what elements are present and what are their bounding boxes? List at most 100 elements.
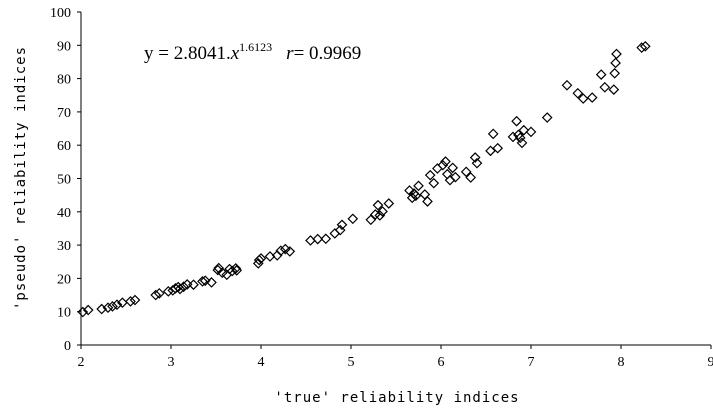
data-point: [586, 92, 598, 103]
correlation-label: r: [286, 43, 294, 64]
data-point: [507, 131, 519, 143]
data-point: [469, 152, 481, 163]
data-point: [610, 57, 621, 69]
data-point: [424, 169, 436, 181]
data-point: [450, 171, 461, 183]
data-point: [639, 40, 651, 52]
data-point: [107, 301, 118, 312]
data-point: [608, 84, 620, 95]
data-point: [284, 246, 296, 257]
data-point: [561, 79, 573, 91]
data-point: [111, 299, 123, 311]
data-point: [511, 115, 522, 127]
data-point: [150, 289, 162, 301]
data-point: [440, 156, 451, 167]
data-point: [255, 253, 267, 264]
regression-equation: y = 2.8041.x1.6123 r= 0.9969: [144, 40, 361, 64]
data-point: [428, 177, 440, 189]
data-point: [487, 128, 499, 140]
equation-prefix: y = 2.8041.: [144, 43, 231, 64]
data-point: [404, 185, 415, 196]
data-point: [447, 162, 459, 174]
data-point: [410, 190, 422, 202]
x-tick-label: 6: [438, 355, 445, 370]
data-point: [320, 233, 332, 245]
data-point: [347, 213, 359, 225]
data-point: [516, 137, 528, 149]
data-point: [577, 93, 589, 104]
data-point: [129, 294, 141, 306]
y-tick-label: 20: [57, 272, 71, 287]
data-point: [572, 87, 584, 99]
equation-exponent: 1.6123: [239, 40, 272, 54]
y-axis-title: 'pseudo' reliability indices: [13, 46, 29, 310]
data-points: [77, 40, 651, 318]
data-point: [178, 281, 189, 293]
x-axis-title: 'true' reliability indices: [274, 390, 519, 406]
data-point: [541, 112, 553, 123]
y-tick-label: 60: [57, 139, 71, 154]
data-point: [231, 265, 243, 276]
data-point: [465, 172, 477, 183]
x-axis-ticks: 2 3 4 5 6 7 8 9: [78, 345, 713, 370]
data-point: [514, 132, 526, 144]
data-point: [413, 180, 424, 192]
data-point: [96, 303, 108, 315]
x-tick-label: 5: [348, 355, 355, 370]
data-point: [275, 245, 287, 257]
equation-variable: x: [230, 43, 240, 64]
x-tick-label: 9: [708, 355, 713, 370]
x-tick-label: 4: [258, 355, 265, 370]
data-point: [206, 277, 217, 288]
data-point: [226, 265, 238, 277]
x-tick-label: 2: [78, 355, 85, 370]
data-point: [153, 288, 165, 299]
data-point: [374, 210, 386, 221]
data-point: [599, 81, 611, 93]
y-tick-label: 100: [50, 6, 71, 21]
data-point: [372, 199, 384, 211]
data-point: [365, 214, 377, 226]
data-point: [460, 166, 472, 178]
correlation-value: = 0.9969: [294, 43, 362, 64]
data-point: [102, 302, 114, 314]
data-point: [188, 279, 199, 291]
y-tick-label: 40: [57, 206, 71, 221]
data-point: [199, 275, 211, 287]
data-point: [595, 69, 607, 80]
data-point: [485, 145, 496, 157]
data-point: [492, 142, 504, 154]
data-point: [525, 126, 537, 138]
data-point: [432, 163, 443, 174]
data-point: [377, 206, 388, 217]
data-point: [383, 198, 395, 209]
data-point: [513, 129, 524, 141]
data-point: [312, 233, 324, 245]
x-tick-label: 3: [168, 355, 175, 370]
data-point: [611, 48, 622, 60]
data-point: [305, 235, 316, 246]
data-point: [174, 283, 186, 295]
y-tick-label: 30: [57, 239, 71, 254]
data-point: [197, 276, 208, 287]
y-tick-label: 70: [57, 106, 71, 121]
data-point: [437, 159, 449, 171]
data-point: [336, 219, 348, 231]
y-tick-label: 50: [57, 173, 71, 188]
data-point: [609, 67, 621, 79]
y-tick-label: 90: [57, 39, 71, 54]
data-point: [77, 306, 89, 318]
data-point: [422, 196, 433, 207]
x-tick-label: 8: [618, 355, 625, 370]
data-point: [518, 124, 530, 136]
y-tick-label: 0: [64, 339, 71, 354]
y-axis-ticks: 0 10 20 30 40 50 60 70 80 90 100: [50, 6, 81, 354]
data-point: [329, 228, 341, 239]
y-tick-label: 10: [57, 306, 71, 321]
data-point: [82, 304, 94, 316]
y-tick-label: 80: [57, 73, 71, 88]
x-tick-label: 7: [528, 355, 535, 370]
data-point: [125, 296, 136, 307]
data-point: [636, 42, 648, 53]
